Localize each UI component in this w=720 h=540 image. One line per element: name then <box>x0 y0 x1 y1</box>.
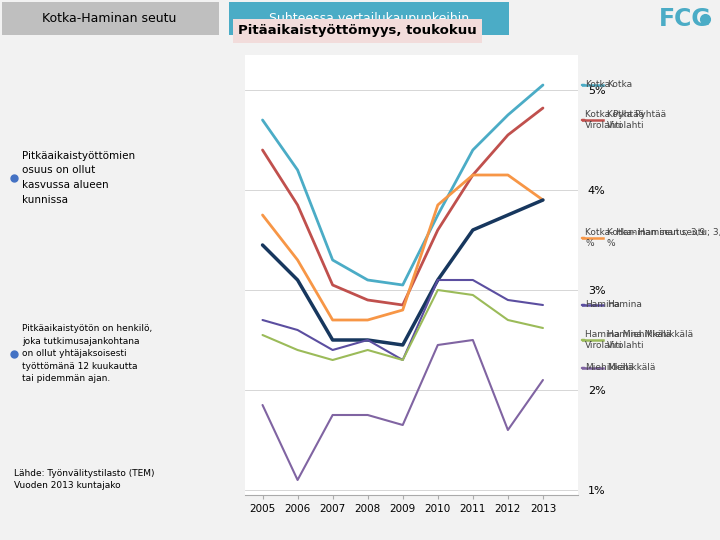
Text: Suhteessa vertailukaupunkeihin: Suhteessa vertailukaupunkeihin <box>269 12 469 25</box>
Text: Kotka Pyhtää
Virolahti: Kotka Pyhtää Virolahti <box>585 110 644 130</box>
Text: Hamina Miehikkälä
Virolahti: Hamina Miehikkälä Virolahti <box>607 330 693 350</box>
Text: Miehikkälä: Miehikkälä <box>585 363 634 373</box>
Text: FCG: FCG <box>659 6 711 30</box>
Text: Kotka: Kotka <box>607 80 632 90</box>
Bar <box>229 2 509 35</box>
Text: Lähde: Työnvälitystilasto (TEM)
Vuoden 2013 kuntajako: Lähde: Työnvälitystilasto (TEM) Vuoden 2… <box>14 469 155 490</box>
Text: Kotka-Haminan seutu: Kotka-Haminan seutu <box>42 12 176 25</box>
Bar <box>2 2 219 35</box>
Text: Pitkäaikaistyöttömien
osuus on ollut
kasvussa alueen
kunnissa: Pitkäaikaistyöttömien osuus on ollut kas… <box>22 151 135 205</box>
Text: Pitäaikaistyöttömyys, toukokuu: Pitäaikaistyöttömyys, toukokuu <box>238 24 477 37</box>
Text: Pitkäaikaistyötön on henkilö,
joka tutkimusajankohtana
on ollut yhtäjaksoisesti
: Pitkäaikaistyötön on henkilö, joka tutki… <box>22 325 152 383</box>
Text: Kotka Pyhtää
Virolahti: Kotka Pyhtää Virolahti <box>607 110 666 130</box>
Text: Kotka: Kotka <box>585 80 610 90</box>
Text: Hamina Miehikkälä
Virolahti: Hamina Miehikkälä Virolahti <box>585 330 671 350</box>
Text: Kotka- Haminan seutu; 3,9
%: Kotka- Haminan seutu; 3,9 % <box>607 228 720 248</box>
Text: Kotka- Haminan seutu; 3,9
%: Kotka- Haminan seutu; 3,9 % <box>585 228 705 248</box>
Text: Hamina: Hamina <box>585 300 620 309</box>
Text: Hamina: Hamina <box>607 300 642 309</box>
Text: Miehikkälä: Miehikkälä <box>607 363 655 373</box>
